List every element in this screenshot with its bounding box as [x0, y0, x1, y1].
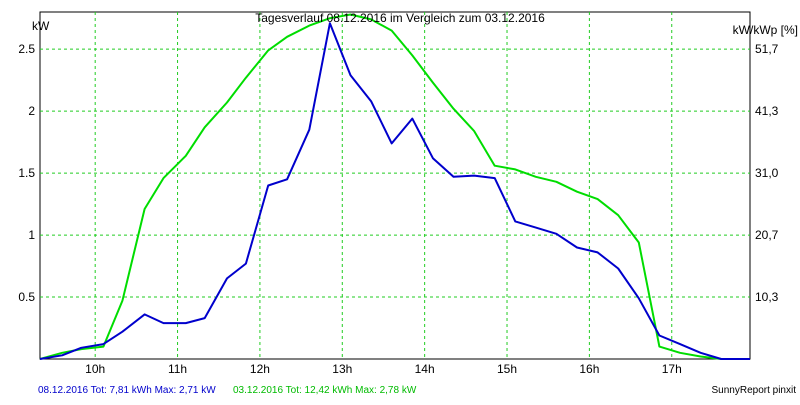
y-tick-label-right: 10,3	[755, 290, 779, 304]
x-tick-label: 14h	[415, 362, 435, 376]
y-axis-left-label: kW	[32, 19, 50, 33]
chart-title: Tagesverlauf 08.12.2016 im Vergleich zum…	[255, 11, 545, 25]
x-tick-label: 12h	[250, 362, 270, 376]
y-tick-label-left: 1.5	[18, 166, 35, 180]
series-line-08.12.2016	[39, 22, 750, 360]
series-line-03.12.2016	[39, 13, 750, 360]
y-tick-label-left: 2	[28, 104, 35, 118]
y-tick-label-right: 41,3	[755, 104, 779, 118]
footer-credit: SunnyReport pinxit	[712, 385, 797, 396]
y-tick-label-right: 31,0	[755, 166, 779, 180]
x-tick-label: 16h	[579, 362, 599, 376]
y-tick-label-right: 20,7	[755, 228, 779, 242]
y-tick-label-left: 2.5	[18, 42, 35, 56]
x-tick-label: 13h	[332, 362, 352, 376]
grid	[40, 12, 750, 359]
series-layer	[39, 13, 750, 360]
legend-series-1-summary: 08.12.2016 Tot: 7,81 kWh Max: 2,71 kW	[38, 385, 216, 396]
x-tick-label: 10h	[85, 362, 105, 376]
y-tick-label-left: 1	[28, 228, 35, 242]
y-tick-label-left: 0.5	[18, 290, 35, 304]
y-axis-right-label: kW/kWp [%]	[733, 23, 798, 37]
x-tick-label: 17h	[662, 362, 682, 376]
x-tick-label: 11h	[168, 362, 187, 376]
tick-labels: 10h 11h 12h 13h 14h 15h 16h 17h 0.5 1 1.5 2 2.5 10,3 2…	[18, 42, 778, 376]
y-tick-label-right: 51,7	[755, 42, 779, 56]
x-tick-label: 15h	[497, 362, 517, 376]
legend-series-2-summary: 03.12.2016 Tot: 12,42 kWh Max: 2,78 kW	[233, 385, 417, 396]
